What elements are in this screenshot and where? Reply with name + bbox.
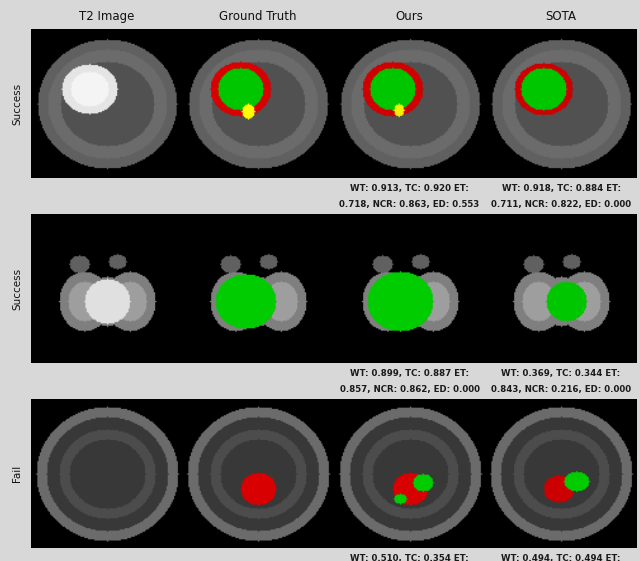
Text: Ground Truth: Ground Truth bbox=[220, 10, 297, 22]
Text: WT: 0.494, TC: 0.494 ET:: WT: 0.494, TC: 0.494 ET: bbox=[501, 554, 621, 561]
Text: Fail: Fail bbox=[12, 465, 22, 482]
Text: 0.857, NCR: 0.862, ED: 0.000: 0.857, NCR: 0.862, ED: 0.000 bbox=[339, 385, 479, 394]
Text: 0.843, NCR: 0.216, ED: 0.000: 0.843, NCR: 0.216, ED: 0.000 bbox=[491, 385, 631, 394]
Text: T2 Image: T2 Image bbox=[79, 10, 134, 22]
Text: Ours: Ours bbox=[396, 10, 424, 22]
Text: WT: 0.899, TC: 0.887 ET:: WT: 0.899, TC: 0.887 ET: bbox=[350, 369, 469, 378]
Text: WT: 0.510, TC: 0.354 ET:: WT: 0.510, TC: 0.354 ET: bbox=[350, 554, 469, 561]
Text: WT: 0.918, TC: 0.884 ET:: WT: 0.918, TC: 0.884 ET: bbox=[502, 183, 621, 192]
Text: WT: 0.369, TC: 0.344 ET:: WT: 0.369, TC: 0.344 ET: bbox=[502, 369, 621, 378]
Text: 0.711, NCR: 0.822, ED: 0.000: 0.711, NCR: 0.822, ED: 0.000 bbox=[491, 200, 631, 209]
Text: Success: Success bbox=[12, 82, 22, 125]
Text: SOTA: SOTA bbox=[545, 10, 577, 22]
Text: Success: Success bbox=[12, 268, 22, 310]
Text: 0.718, NCR: 0.863, ED: 0.553: 0.718, NCR: 0.863, ED: 0.553 bbox=[339, 200, 479, 209]
Text: WT: 0.913, TC: 0.920 ET:: WT: 0.913, TC: 0.920 ET: bbox=[350, 183, 469, 192]
